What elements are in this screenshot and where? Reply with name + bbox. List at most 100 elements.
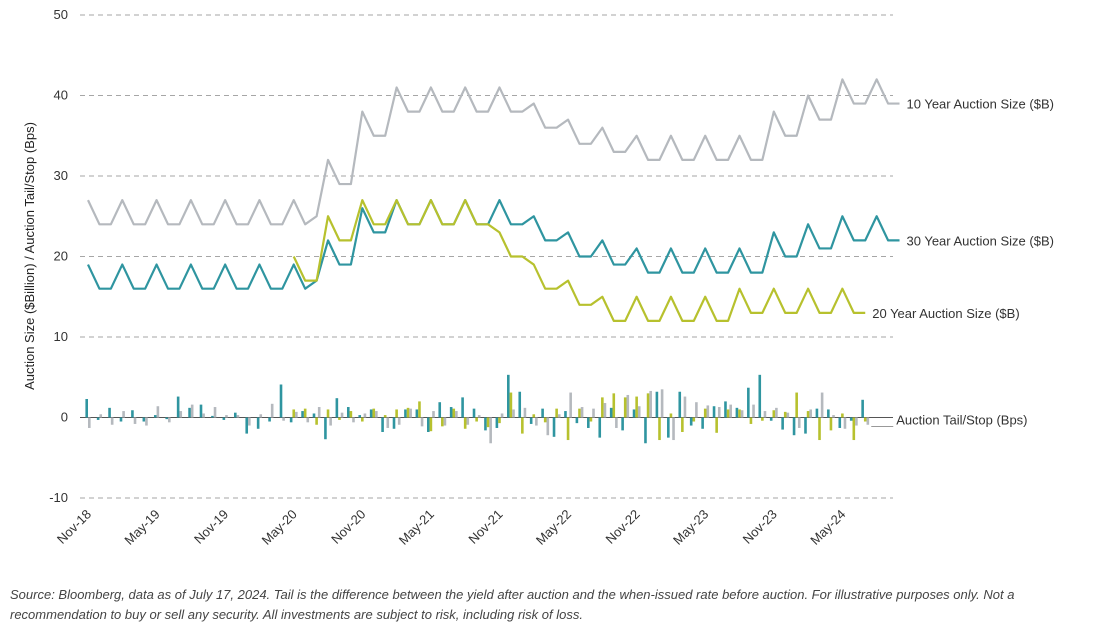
y-tick-label: -10 [49, 490, 68, 505]
x-tick-label: May-20 [259, 507, 300, 548]
tail-bar-30y [701, 417, 704, 429]
tail-bar-10y [352, 417, 355, 423]
tail-bar-30y [324, 417, 327, 440]
tail-bar-30y [233, 412, 237, 418]
tail-bar-20y [818, 417, 821, 441]
tail-bar-20y [738, 409, 741, 418]
tail-bar-20y [623, 397, 627, 418]
tail-bar-30y [507, 374, 510, 418]
tail-bar-10y [649, 390, 652, 418]
tail-bar-30y [838, 417, 842, 428]
tail-bar-30y [142, 417, 146, 422]
tail-bar-10y [455, 411, 458, 418]
tail-bar-20y [601, 397, 604, 418]
tail-bar-10y [375, 411, 378, 418]
tail-bar-10y [99, 414, 103, 418]
source-footnote: Source: Bloomberg, data as of July 17, 2… [10, 587, 1015, 622]
tail-bar-10y [282, 417, 285, 421]
tail-bar-10y [820, 392, 824, 418]
tail-bar-20y [543, 417, 547, 423]
series-labels: 10 Year Auction Size ($B) 30 Year Auction… [871, 97, 1054, 428]
tail-bar-20y [749, 417, 753, 424]
tail-bar-10y [603, 403, 607, 418]
tail-bar-30y [575, 417, 579, 424]
series-label-tail: Auction Tail/Stop (Bps) [896, 413, 1027, 428]
tail-bar-30y [541, 408, 544, 418]
series-label-ten_year: 10 Year Auction Size ($B) [907, 97, 1054, 112]
tail-bar-30y [815, 408, 819, 418]
tail-bar-20y [761, 417, 764, 421]
tail-bar-10y [225, 415, 228, 418]
tail-bar-30y [632, 409, 636, 418]
tail-bar-10y [432, 411, 435, 418]
tail-bar-30y [449, 407, 453, 418]
tail-bar-20y [361, 417, 364, 422]
x-tick-label: Nov-18 [54, 507, 94, 547]
tail-bar-10y [580, 407, 584, 418]
tail-bar-30y [827, 409, 830, 418]
tail-bar-20y [841, 413, 844, 418]
tail-bar-30y [392, 417, 396, 429]
tail-bar-10y [306, 417, 310, 423]
tail-bar-20y [726, 409, 730, 418]
tail-bar-20y [806, 411, 810, 418]
tail-bar-20y [715, 417, 718, 433]
tail-bar-10y [683, 396, 687, 418]
tail-bar-20y [521, 417, 524, 434]
tail-bar-20y [349, 411, 353, 418]
tail-bar-30y [769, 417, 773, 421]
tail-bar-10y [236, 415, 240, 418]
tail-bar-30y [861, 399, 864, 418]
x-tick-label: May-22 [533, 507, 574, 548]
tail-bar-30y [96, 417, 100, 420]
tail-bar-10y [168, 417, 171, 423]
tail-bar-10y [190, 404, 194, 418]
y-tick-label: 30 [54, 168, 68, 183]
tail-bar-10y [535, 417, 538, 426]
tail-bar-20y [555, 408, 558, 418]
tail-bar-20y [863, 417, 867, 422]
tail-bar-10y [695, 402, 698, 418]
tail-bar-20y [681, 417, 684, 432]
tail-bar-20y [852, 417, 856, 441]
tail-bar-20y [338, 417, 341, 420]
tail-bar-30y [678, 391, 682, 418]
tail-bar-20y [795, 392, 798, 418]
tail-bar-10y [88, 417, 91, 428]
x-tick-label: Nov-22 [603, 507, 643, 547]
tail-bar-30y [245, 417, 249, 434]
tail-bar-10y [866, 417, 870, 425]
tail-bar-20y [635, 396, 638, 418]
tail-bar-30y [621, 417, 624, 431]
x-tick-label: May-19 [121, 507, 162, 548]
tail-bar-10y [363, 413, 367, 418]
tail-bar-30y [268, 417, 271, 422]
tail-bar-10y [843, 417, 847, 429]
tail-bar-20y [669, 413, 673, 418]
tail-bar-10y [557, 414, 561, 418]
tail-bar-30y [747, 387, 750, 418]
tail-bar-30y [301, 411, 304, 418]
tail-bar-10y [523, 407, 527, 418]
tail-bar-10y [329, 417, 332, 426]
tail-bar-20y [406, 407, 410, 418]
tail-bar-20y [429, 417, 433, 432]
tail-bar-10y [592, 408, 595, 418]
tail-bar-10y [672, 417, 675, 441]
tail-bar-30y [758, 374, 762, 418]
series-line-thirty_year [87, 199, 900, 290]
series-label-thirty_year: 30 Year Auction Size ($B) [907, 233, 1054, 248]
x-tick-label: May-24 [807, 507, 848, 548]
y-axis-label: Auction Size ($Billion) / Auction Tail/S… [22, 122, 37, 390]
tail-bar-10y [786, 412, 790, 418]
tail-bar-20y [589, 417, 593, 422]
tail-bar-20y [475, 417, 478, 422]
tail-bar-30y [335, 398, 339, 418]
tail-bar-30y [131, 410, 134, 418]
tail-bar-10y [397, 417, 401, 425]
tail-bar-10y [270, 403, 274, 418]
tail-bar-10y [179, 411, 183, 418]
tail-bar-10y [615, 417, 618, 428]
tail-bar-10y [317, 407, 321, 418]
tail-bar-20y [441, 417, 444, 427]
